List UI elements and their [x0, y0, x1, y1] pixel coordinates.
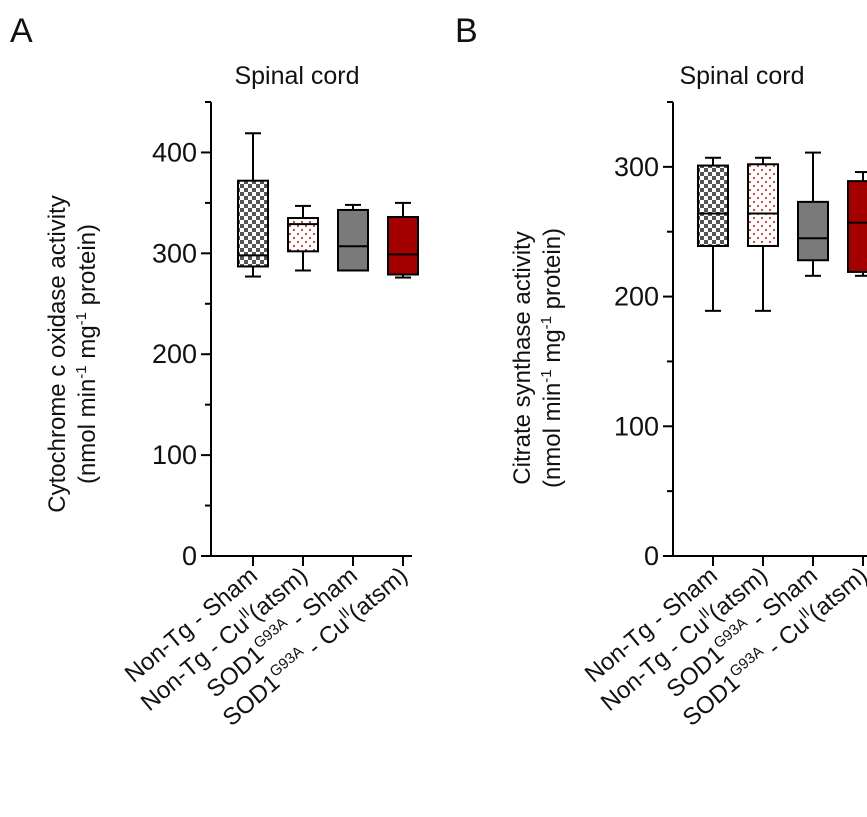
panel-a-title: Spinal cord	[234, 62, 359, 90]
panel-b-ylabel-line1: Citrate synthase activity	[509, 231, 536, 484]
y-tick-label: 100	[614, 411, 659, 441]
y-tick-label: 300	[152, 238, 197, 268]
panel-a-letter: A	[10, 12, 33, 50]
panel-a-ylabel: Cytochrome c oxidase activity (nmol min-…	[44, 195, 101, 512]
y-tick-label: 100	[152, 440, 197, 470]
ylabel-a-pre: (nmol min	[74, 379, 101, 484]
box-4	[387, 216, 419, 276]
box-2	[747, 163, 779, 247]
panel-a: A Spinal cord Cytochrome c oxidase activ…	[10, 12, 419, 732]
y-tick-label: 0	[644, 541, 659, 571]
panel-a-ylabel-line2: (nmol min-1 mg-1 protein)	[73, 224, 101, 484]
category-label-part: (atsm)	[343, 562, 412, 626]
panel-b-title: Spinal cord	[679, 62, 804, 90]
ylabel-b-sup2: -1	[538, 316, 555, 329]
panel-b-ylabel-line2: (nmol min-1 mg-1 protein)	[538, 228, 566, 488]
box-1	[237, 179, 269, 268]
box-3	[797, 200, 829, 262]
ylabel-a-mid: mg	[74, 325, 101, 365]
ylabel-a-sup1: -1	[73, 365, 90, 378]
ylabel-a-sup2: -1	[73, 312, 90, 325]
y-tick-label: 200	[614, 282, 659, 312]
box-2	[287, 217, 319, 253]
ylabel-b-sup1: -1	[538, 369, 555, 382]
y-tick-label: 300	[614, 152, 659, 182]
ylabel-b-post: protein)	[539, 228, 566, 316]
panel-b-ylabel: Citrate synthase activity (nmol min-1 mg…	[509, 228, 566, 488]
panel-b-letter: B	[455, 12, 478, 50]
panel-a-ylabel-line1: Cytochrome c oxidase activity	[44, 195, 71, 512]
box-4	[847, 180, 867, 273]
ylabel-a-post: protein)	[74, 224, 101, 312]
y-tick-label: 200	[152, 339, 197, 369]
y-tick-label: 400	[152, 137, 197, 167]
box-3	[337, 208, 369, 272]
panel-b: B Spinal cord Citrate synthase activity …	[455, 12, 867, 732]
box-1	[697, 164, 729, 247]
ylabel-b-mid: mg	[539, 329, 566, 369]
y-tick-label: 0	[182, 541, 197, 571]
ylabel-b-pre: (nmol min	[539, 383, 566, 488]
